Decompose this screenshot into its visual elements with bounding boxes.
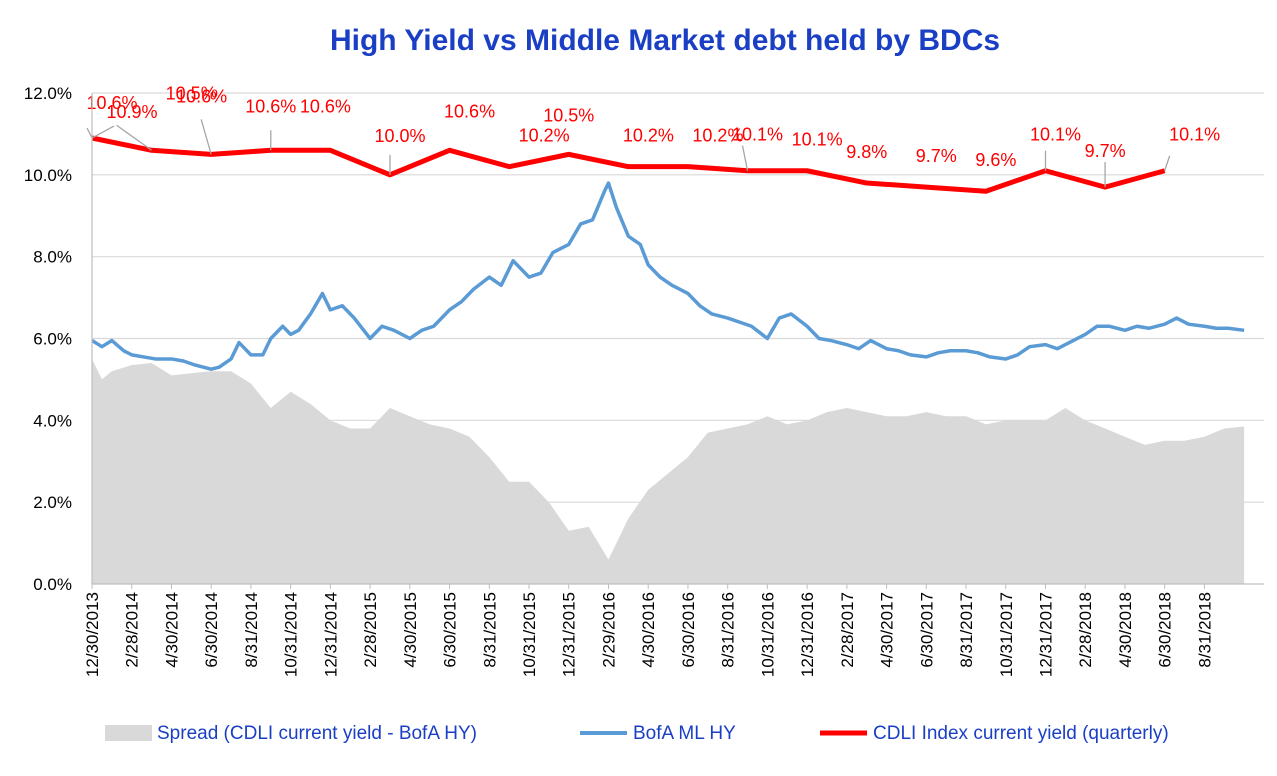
x-tick-label: 8/31/2018 bbox=[1195, 592, 1214, 668]
cdli-data-label: 10.6% bbox=[86, 93, 137, 113]
x-tick-label: 6/30/2016 bbox=[679, 592, 698, 668]
x-tick-label: 2/28/2014 bbox=[123, 592, 142, 668]
label-leader bbox=[741, 145, 749, 171]
cdli-data-label: 9.7% bbox=[916, 146, 957, 166]
x-tick-label: 2/28/2015 bbox=[361, 592, 380, 668]
x-tick-label: 4/30/2017 bbox=[878, 592, 897, 668]
cdli-data-label: 10.1% bbox=[1169, 125, 1220, 145]
label-leader bbox=[86, 127, 93, 139]
legend: Spread (CDLI current yield - BofA HY) Bof… bbox=[105, 723, 1169, 744]
x-tick-label: 8/31/2015 bbox=[480, 592, 499, 668]
x-tick-label: 10/31/2014 bbox=[282, 592, 301, 677]
cdli-data-label: 10.6% bbox=[245, 96, 296, 116]
spread-area-layer bbox=[92, 358, 1245, 584]
label-leader bbox=[116, 124, 152, 151]
x-tick-label: 8/31/2014 bbox=[242, 592, 261, 668]
cdli-data-label: 9.6% bbox=[975, 150, 1016, 170]
label-leader bbox=[200, 119, 212, 155]
x-tick-label: 12/30/2013 bbox=[83, 592, 102, 677]
cdli-data-label: 9.7% bbox=[1085, 141, 1126, 161]
x-tick-label: 12/31/2017 bbox=[1036, 592, 1055, 677]
cdli-data-label: 10.5% bbox=[166, 83, 217, 103]
x-tick-label: 12/31/2014 bbox=[321, 592, 340, 677]
legend-swatch-spread bbox=[105, 725, 152, 741]
cdli-data-label: 10.6% bbox=[444, 101, 495, 121]
cdli-data-label: 10.1% bbox=[1030, 125, 1081, 145]
y-tick-label: 6.0% bbox=[33, 330, 72, 349]
y-tick-label: 8.0% bbox=[33, 248, 72, 267]
label-leader bbox=[91, 125, 115, 139]
cdli-data-label: 10.2% bbox=[692, 126, 743, 146]
data-labels: 10.9%10.6%10.5%10.6% 10.6%10.0%10.6%10.2%… bbox=[86, 83, 1220, 188]
cdli-data-label: 10.1% bbox=[792, 130, 843, 150]
label-leader bbox=[1164, 155, 1171, 171]
x-tick-label: 2/29/2016 bbox=[599, 592, 618, 668]
x-tick-label: 6/30/2018 bbox=[1156, 592, 1175, 668]
x-tick-label: 10/31/2017 bbox=[997, 592, 1016, 677]
cdli-data-label: 10.5% bbox=[543, 105, 594, 125]
legend-label-spread: Spread (CDLI current yield - BofA HY) bbox=[157, 723, 477, 744]
y-tick-label: 2.0% bbox=[33, 493, 72, 512]
x-tick-label: 4/30/2016 bbox=[639, 592, 658, 668]
y-tick-label: 12.0% bbox=[24, 84, 72, 103]
axes: 0.0% 2.0% 4.0% 6.0% 8.0% 10.0% 12.0% 12/30/2013… bbox=[24, 84, 1264, 677]
x-tick-label: 6/30/2015 bbox=[441, 592, 460, 668]
x-tick-label: 12/31/2016 bbox=[798, 592, 817, 677]
x-tick-label: 6/30/2014 bbox=[202, 592, 221, 668]
x-tick-label: 6/30/2017 bbox=[917, 592, 936, 668]
chart-title: High Yield vs Middle Market debt held by… bbox=[330, 24, 1000, 57]
legend-label-cdli: CDLI Index current yield (quarterly) bbox=[873, 723, 1169, 744]
x-tick-label: 2/28/2018 bbox=[1076, 592, 1095, 668]
cdli-data-label: 10.1% bbox=[732, 125, 783, 145]
y-tick-label: 0.0% bbox=[33, 575, 72, 594]
y-tick-label: 10.0% bbox=[24, 166, 72, 185]
cdli-data-label: 9.8% bbox=[846, 142, 887, 162]
cdli-data-label: 10.6% bbox=[300, 96, 351, 116]
cdli-data-label: 10.2% bbox=[623, 126, 674, 146]
cdli-data-label: 10.0% bbox=[374, 126, 425, 146]
x-tick-label: 12/31/2015 bbox=[560, 592, 579, 677]
x-tick-label: 2/28/2017 bbox=[838, 592, 857, 668]
hy-line-layer bbox=[91, 181, 1245, 371]
x-tick-label: 4/30/2014 bbox=[162, 592, 181, 668]
x-tick-label: 8/31/2016 bbox=[719, 592, 738, 668]
cdli-data-label: 10.2% bbox=[519, 126, 570, 146]
x-tick-label: 8/31/2017 bbox=[957, 592, 976, 668]
y-tick-label: 4.0% bbox=[33, 411, 72, 430]
cdli-data-label: 10.9% bbox=[106, 102, 157, 122]
x-tick-label: 10/31/2015 bbox=[520, 592, 539, 677]
hy-line bbox=[91, 181, 1245, 371]
x-tick-label: 4/30/2018 bbox=[1116, 592, 1135, 668]
x-tick-label: 4/30/2015 bbox=[401, 592, 420, 668]
spread-area bbox=[92, 358, 1245, 584]
x-tick-label: 10/31/2016 bbox=[758, 592, 777, 677]
legend-label-hy: BofA ML HY bbox=[633, 723, 736, 744]
cdli-data-label: 10.6% bbox=[176, 86, 227, 106]
